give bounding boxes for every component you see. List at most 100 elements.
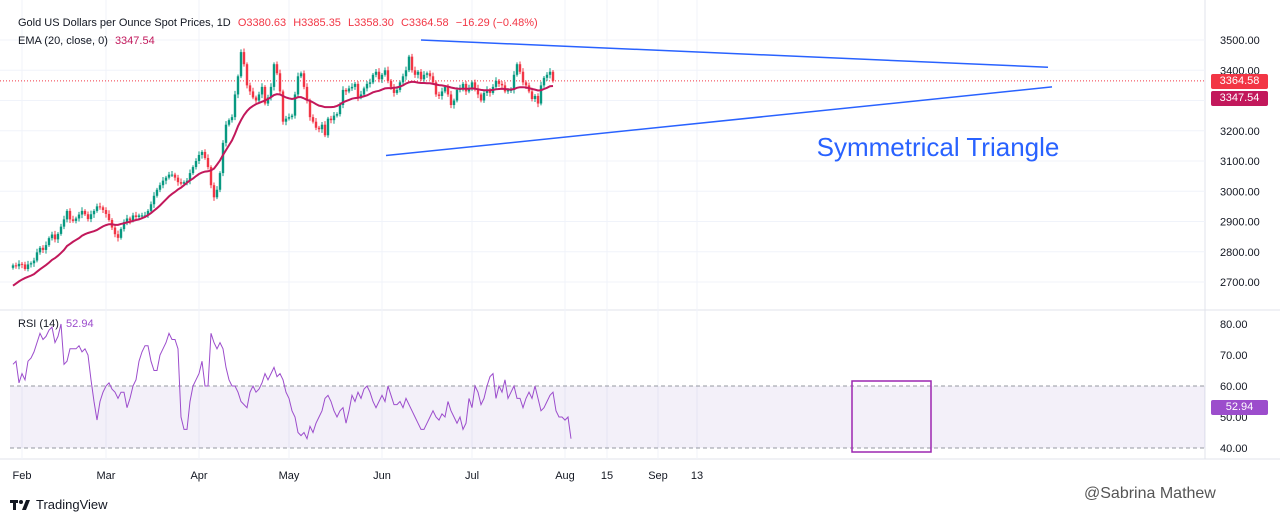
candle-body bbox=[134, 215, 138, 217]
candle-body bbox=[14, 265, 18, 267]
candle-body bbox=[401, 76, 405, 83]
candle-body bbox=[314, 121, 318, 128]
candle-body bbox=[413, 70, 417, 75]
candle-body bbox=[512, 74, 516, 90]
candle-body bbox=[62, 219, 66, 227]
candle-body bbox=[551, 71, 555, 81]
tradingview-logo[interactable]: TradingView bbox=[10, 497, 108, 512]
candle-body bbox=[359, 94, 363, 98]
candle-body bbox=[461, 83, 465, 89]
candle-body bbox=[149, 204, 153, 211]
candle-body bbox=[266, 97, 270, 104]
candle-body bbox=[437, 94, 441, 96]
price-tick-label: 3100.00 bbox=[1220, 156, 1260, 168]
candle-body bbox=[35, 252, 39, 261]
candle-body bbox=[281, 91, 285, 122]
rsi-tick-label: 80.00 bbox=[1220, 319, 1248, 331]
candle-body bbox=[260, 86, 264, 95]
candle-body bbox=[356, 83, 360, 98]
candle-body bbox=[323, 124, 327, 136]
candle-body bbox=[380, 74, 384, 80]
candle-body bbox=[179, 182, 183, 184]
ema-badge: 3347.54 bbox=[1211, 91, 1268, 106]
candle-body bbox=[248, 85, 252, 92]
price-tick-label: 3000.00 bbox=[1220, 186, 1260, 198]
rsi-band bbox=[10, 386, 1205, 448]
rsi-tick-label: 40.00 bbox=[1220, 443, 1248, 455]
candle-body bbox=[326, 118, 330, 136]
time-tick-label: Aug bbox=[555, 470, 575, 482]
candle-body bbox=[191, 167, 195, 174]
candle-body bbox=[80, 210, 84, 215]
candle-body bbox=[98, 206, 102, 208]
change-value: −16.29 (−0.48%) bbox=[455, 17, 538, 29]
candle-body bbox=[197, 154, 201, 161]
candle-body bbox=[272, 64, 276, 87]
candle-body bbox=[263, 86, 267, 104]
candle-body bbox=[23, 264, 27, 269]
time-tick-label: Feb bbox=[13, 470, 32, 482]
candle-body bbox=[455, 89, 459, 101]
candle-body bbox=[116, 234, 120, 238]
candle-body bbox=[371, 74, 375, 83]
time-tick-label: 13 bbox=[691, 470, 703, 482]
candle-body bbox=[101, 207, 105, 211]
candle-body bbox=[368, 82, 372, 84]
candle-body bbox=[470, 82, 474, 89]
candle-body bbox=[38, 247, 42, 253]
candle-body bbox=[275, 64, 279, 74]
time-tick-label: Mar bbox=[97, 470, 116, 482]
candle-body bbox=[332, 115, 336, 121]
candle-body bbox=[26, 264, 30, 269]
candle-body bbox=[488, 89, 492, 93]
candle-body bbox=[377, 71, 381, 80]
candle-body bbox=[440, 91, 444, 96]
candle-body bbox=[152, 195, 156, 205]
candle-body bbox=[203, 151, 207, 158]
candle-body bbox=[428, 73, 432, 77]
candle-body bbox=[311, 117, 315, 122]
candle-body bbox=[170, 174, 174, 176]
price-tick-label: 2800.00 bbox=[1220, 247, 1260, 259]
candle-body bbox=[68, 210, 72, 220]
time-tick-label: Jul bbox=[465, 470, 479, 482]
candle-body bbox=[293, 94, 297, 116]
candle-body bbox=[467, 88, 471, 92]
price-badge: 3364.58 bbox=[1211, 74, 1268, 89]
candle-body bbox=[320, 124, 324, 130]
rsi-highlight-box bbox=[851, 380, 932, 453]
candle-body bbox=[350, 86, 354, 89]
candle-body bbox=[29, 263, 33, 265]
candle-body bbox=[392, 86, 396, 93]
upper-trendline bbox=[420, 39, 1049, 68]
candle-body bbox=[476, 88, 480, 95]
lower-trendline bbox=[385, 86, 1053, 157]
symmetrical-triangle-label: Symmetrical Triangle bbox=[817, 132, 1060, 162]
rsi-tick-label: 70.00 bbox=[1220, 350, 1248, 362]
candle-body bbox=[278, 73, 282, 92]
candle-body bbox=[164, 177, 168, 181]
candle-body bbox=[317, 127, 321, 130]
rsi-value: 52.94 bbox=[66, 318, 94, 330]
price-candles bbox=[11, 48, 555, 272]
ema-line bbox=[12, 80, 554, 287]
candle-body bbox=[236, 76, 240, 95]
candle-body bbox=[362, 88, 366, 95]
candle-body bbox=[296, 76, 300, 95]
candle-body bbox=[131, 215, 135, 221]
candle-body bbox=[83, 210, 87, 215]
candle-body bbox=[53, 234, 57, 240]
candle-body bbox=[242, 52, 246, 65]
time-tick-label: Sep bbox=[648, 470, 668, 482]
candle-body bbox=[206, 157, 210, 168]
chart-header: Gold US Dollars per Ounce Spot Prices, 1… bbox=[18, 17, 542, 29]
ema-label: EMA (20, close, 0) bbox=[18, 35, 108, 47]
candle-body bbox=[410, 56, 414, 71]
ema-legend[interactable]: EMA (20, close, 0) 3347.54 bbox=[18, 35, 159, 47]
candle-body bbox=[56, 233, 60, 240]
candle-body bbox=[185, 180, 189, 183]
price-tick-label: 2700.00 bbox=[1220, 277, 1260, 289]
rsi-legend[interactable]: RSI (14) 52.94 bbox=[18, 318, 98, 330]
candle-body bbox=[482, 92, 486, 101]
tradingview-brand: TradingView bbox=[36, 497, 108, 512]
